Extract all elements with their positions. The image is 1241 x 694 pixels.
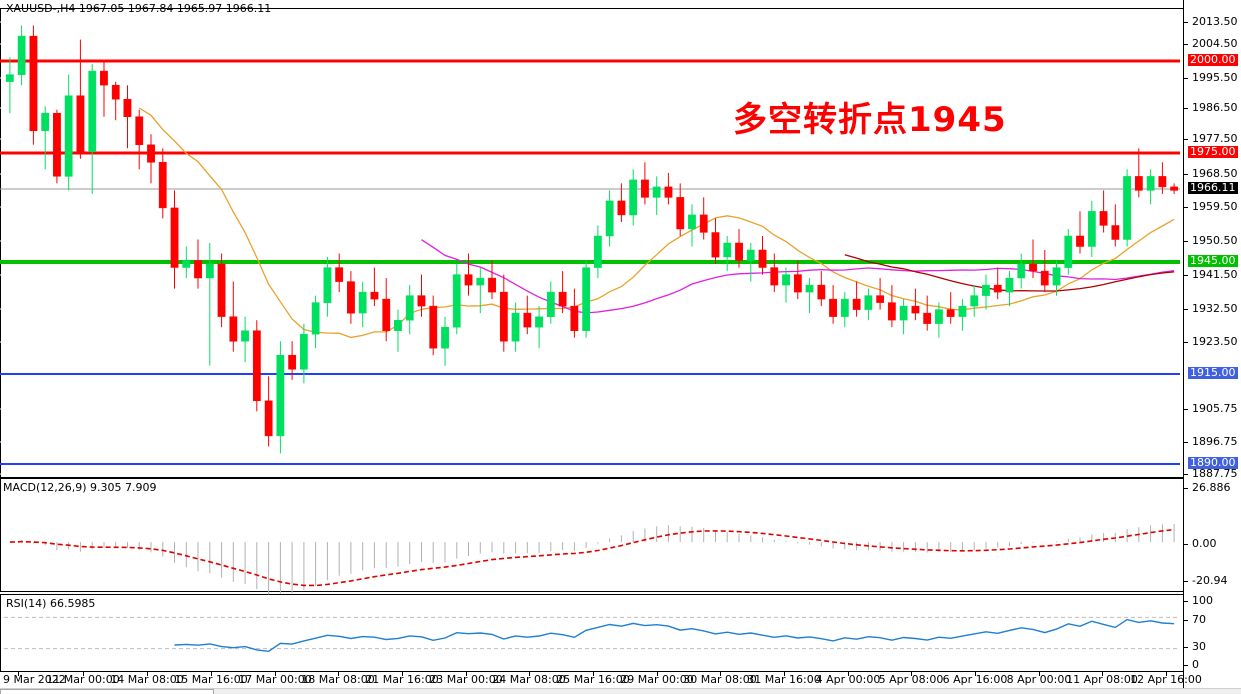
price-axis-label: 100 [1192, 594, 1213, 607]
price-axis-tick [1184, 342, 1188, 343]
price-axis-label: 1890.00 [1188, 456, 1238, 469]
price-panel[interactable] [0, 8, 1184, 478]
price-axis-label: 0 [1192, 658, 1199, 671]
scrollbar-thumb[interactable] [0, 689, 214, 694]
price-axis-tick [1184, 174, 1188, 175]
time-axis-label: 29 Mar 00:00 [620, 673, 694, 686]
price-axis-label: 1977.50 [1192, 132, 1238, 145]
price-axis-tick [1184, 139, 1188, 140]
symbol-header: XAUUSD-,H4 1967.05 1967.84 1965.97 1966.… [3, 2, 271, 15]
price-axis-tick [1184, 241, 1188, 242]
time-axis-label: 8 Apr 00:00 [1006, 673, 1072, 686]
price-axis-label: 1995.50 [1192, 71, 1238, 84]
time-axis-tick [402, 672, 403, 676]
time-axis-label: 12 Apr 16:00 [1130, 673, 1202, 686]
time-axis-tick [848, 672, 849, 676]
rsi-panel[interactable] [0, 594, 1184, 672]
time-axis-label: 9 Mar 2022 [3, 673, 66, 686]
horizontal-scrollbar[interactable] [0, 688, 1241, 694]
time-axis-tick [975, 672, 976, 676]
chart-annotation-text: 多空转折点1945 [733, 100, 1007, 140]
time-axis-tick [720, 672, 721, 676]
time-axis-tick [1102, 672, 1103, 676]
price-axis-label: 1915.00 [1188, 366, 1238, 379]
time-axis-tick [1039, 672, 1040, 676]
price-axis-tick [1184, 22, 1188, 23]
price-axis[interactable]: 2013.50 2004.50 2000.00 1995.50 1986.50 1977.… [1183, 0, 1241, 694]
time-axis-label: 31 Mar 16:00 [747, 673, 821, 686]
price-axis-label: 1896.75 [1192, 435, 1238, 448]
price-axis-tick [1184, 474, 1188, 475]
price-axis-label: -20.94 [1192, 574, 1228, 587]
price-axis-tick [1184, 581, 1188, 582]
time-axis-label: 24 Mar 08:00 [492, 673, 566, 686]
price-axis-tick [1184, 108, 1188, 109]
time-axis-label: 4 Apr 00:00 [815, 673, 881, 686]
price-axis-label: 1932.50 [1192, 302, 1238, 315]
time-axis-tick [466, 672, 467, 676]
price-axis-tick [1184, 44, 1188, 45]
price-axis-label: 1941.50 [1192, 268, 1238, 281]
time-axis-tick [18, 672, 19, 676]
time-axis-label: 11 Apr 08:00 [1066, 673, 1138, 686]
price-axis-label: 1975.00 [1188, 145, 1238, 158]
time-axis[interactable]: 9 Mar 2022 11 Mar 00:00 14 Mar 08:00 15 Mar… [0, 672, 1202, 688]
time-axis-label: 6 Apr 16:00 [942, 673, 1008, 686]
price-axis-label: 1959.50 [1192, 200, 1238, 213]
time-axis-tick [275, 672, 276, 676]
price-axis-label: 1986.50 [1192, 101, 1238, 114]
price-axis-tick [1184, 544, 1188, 545]
time-axis-tick [338, 672, 339, 676]
price-axis-label: 1887.75 [1192, 467, 1238, 480]
price-axis-label: 30 [1192, 640, 1206, 653]
rsi-indicator-label: RSI(14) 66.5985 [6, 597, 99, 610]
price-axis-tick [1184, 78, 1188, 79]
time-axis-label: 23 Mar 00:00 [429, 673, 503, 686]
price-axis-tick [1184, 665, 1188, 666]
price-axis-label: 2013.50 [1192, 15, 1238, 28]
time-axis-tick [529, 672, 530, 676]
price-axis-label: 1905.75 [1192, 402, 1238, 415]
price-axis-label: 1950.50 [1192, 234, 1238, 247]
price-axis-label: 0.00 [1192, 537, 1217, 550]
time-axis-tick [83, 672, 84, 676]
price-axis-label: 1923.50 [1192, 335, 1238, 348]
price-axis-tick [1184, 409, 1188, 410]
time-axis-tick [147, 672, 148, 676]
macd-indicator-label: MACD(12,26,9) 9.305 7.909 [3, 481, 160, 494]
price-axis-label: 1966.11 [1188, 181, 1238, 194]
time-axis-label: 14 Mar 08:00 [110, 673, 184, 686]
time-axis-tick [1166, 672, 1167, 676]
price-axis-label: 70 [1192, 613, 1206, 626]
time-axis-tick [911, 672, 912, 676]
price-axis-tick [1184, 488, 1188, 489]
price-axis-label: 1968.50 [1192, 167, 1238, 180]
price-axis-label: 2000.00 [1188, 53, 1238, 66]
time-axis-tick [657, 672, 658, 676]
symbol-quote-text: XAUUSD-,H4 1967.05 1967.84 1965.97 1966.… [6, 2, 272, 15]
price-axis-label: 26.886 [1192, 481, 1231, 494]
price-axis-tick [1184, 309, 1188, 310]
price-axis-tick [1184, 601, 1188, 602]
time-axis-label: 15 Mar 16:00 [174, 673, 248, 686]
price-axis-tick [1184, 207, 1188, 208]
time-axis-tick [784, 672, 785, 676]
price-axis-tick [1184, 647, 1188, 648]
time-axis-label: 17 Mar 00:00 [238, 673, 312, 686]
time-axis-label: 18 Mar 08:00 [301, 673, 375, 686]
price-axis-tick [1184, 275, 1188, 276]
macd-panel[interactable] [0, 478, 1184, 592]
price-axis-tick [1184, 620, 1188, 621]
time-axis-tick [593, 672, 594, 676]
time-axis-label: 5 Apr 08:00 [878, 673, 944, 686]
price-axis-tick [1184, 442, 1188, 443]
time-axis-tick [211, 672, 212, 676]
time-axis-label: 25 Mar 16:00 [556, 673, 630, 686]
time-axis-label: 21 Mar 16:00 [365, 673, 439, 686]
price-axis-label: 1945.00 [1188, 254, 1238, 267]
price-axis-label: 2004.50 [1192, 37, 1238, 50]
time-axis-label: 11 Mar 00:00 [46, 673, 120, 686]
time-axis-label: 30 Mar 08:00 [683, 673, 757, 686]
